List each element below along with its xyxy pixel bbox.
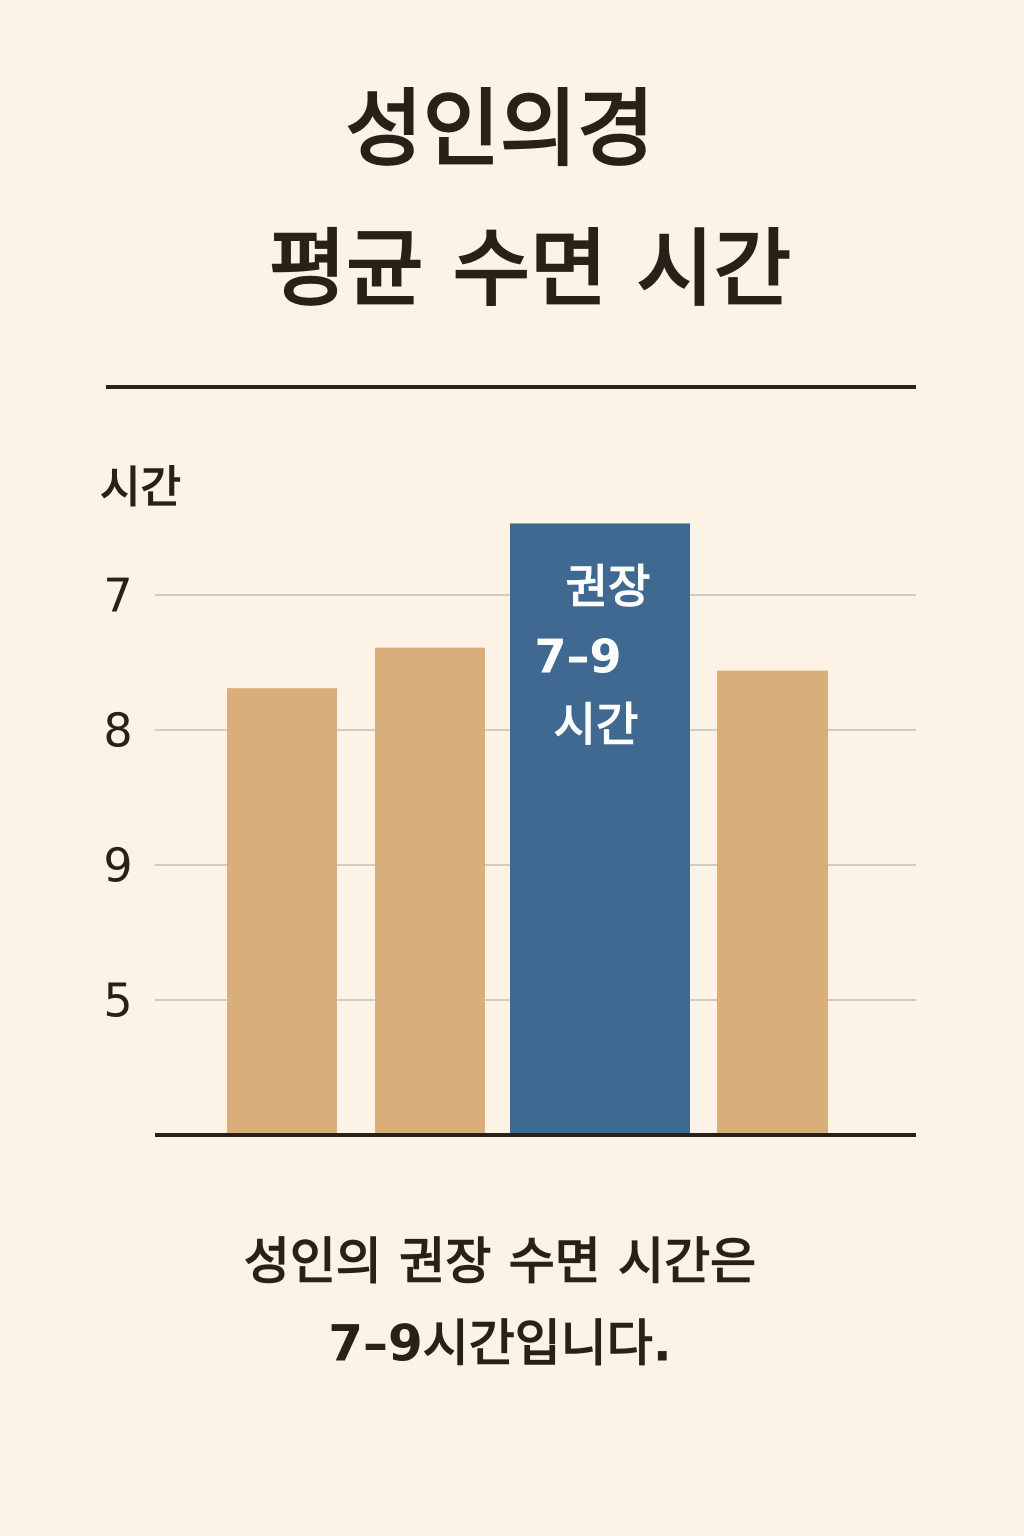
bar-annotation: 시간 — [554, 698, 639, 752]
bar — [227, 688, 337, 1135]
y-tick-label: 9 — [103, 839, 132, 893]
y-tick-label: 7 — [103, 569, 132, 623]
bar — [375, 647, 485, 1135]
y-tick-label: 5 — [103, 974, 132, 1028]
caption: 성인의 권장 수면 시간은 — [244, 1233, 756, 1291]
chart-title: 성인의경 — [345, 80, 654, 178]
bar — [510, 523, 690, 1135]
bar-annotation: 권장 — [566, 560, 651, 614]
y-axis-label: 시간 — [100, 462, 181, 513]
y-tick-label: 8 — [103, 704, 132, 758]
caption: 7–9시간입니다. — [328, 1315, 672, 1373]
bar-annotation: 7–9 — [534, 630, 621, 684]
chart-title: 평균 수면 시간 — [269, 220, 791, 318]
bar — [717, 670, 828, 1135]
